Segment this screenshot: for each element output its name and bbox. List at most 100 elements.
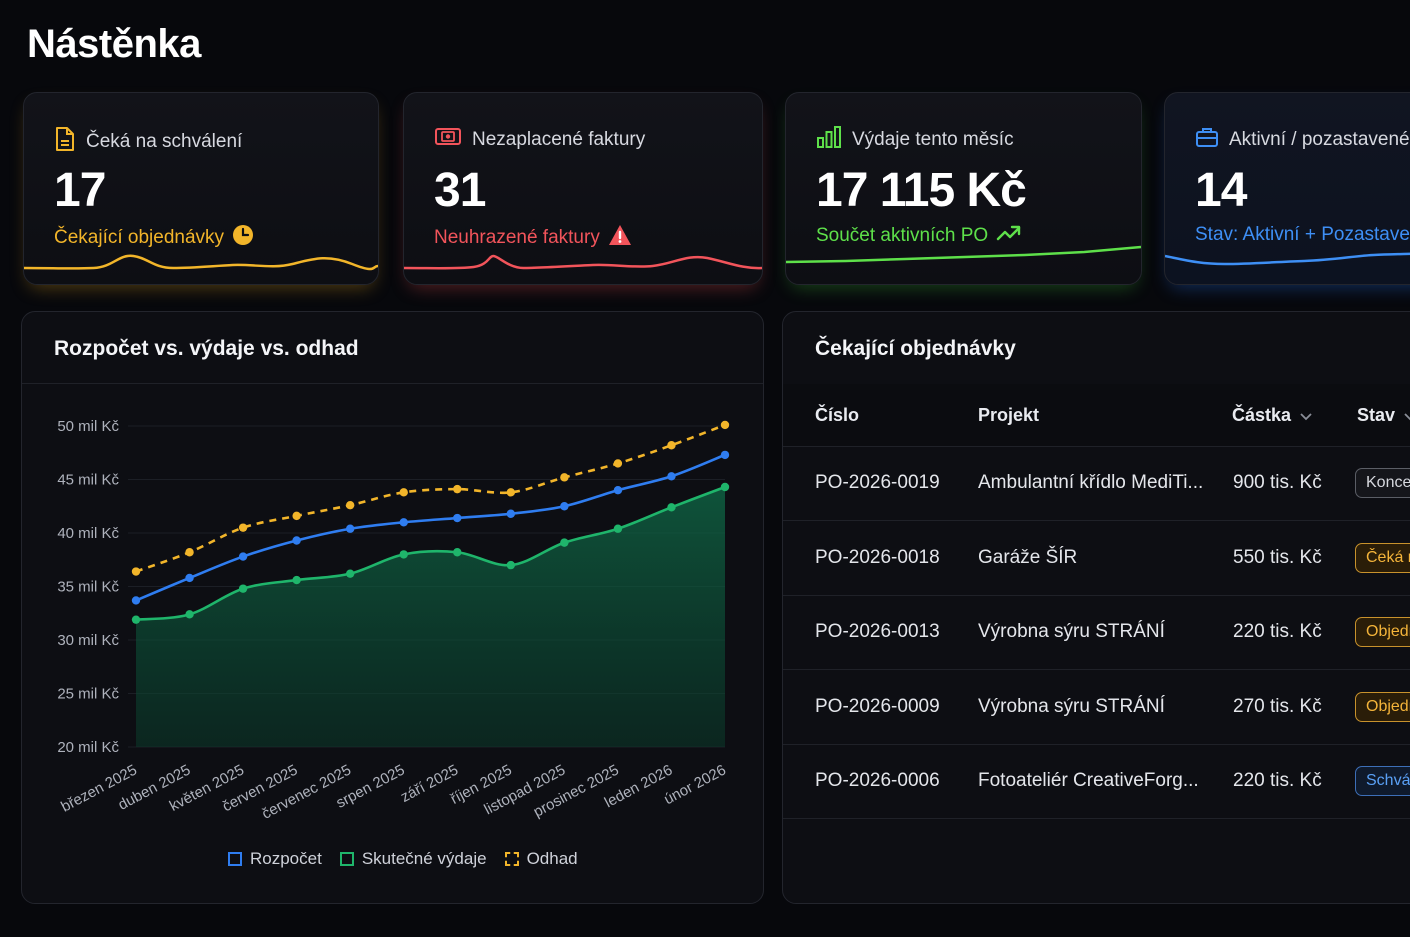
- data-point-actual: [399, 550, 408, 559]
- chevron-down-icon: [1299, 405, 1313, 426]
- data-point-actual: [560, 538, 569, 547]
- kpi-value: 17: [54, 164, 106, 217]
- data-point-budget: [238, 552, 248, 561]
- table-row[interactable]: PO-2026-0019 Ambulantní křídlo MediTi... 9…: [783, 446, 1410, 521]
- table-title: Čekající objednávky: [815, 337, 1016, 360]
- kpi-card-active-paused[interactable]: Aktivní / pozastavené 14 Stav: Aktivní +…: [1164, 92, 1410, 285]
- table-row[interactable]: PO-2026-0006 Fotoateliér CreativeForg... 2…: [783, 744, 1410, 819]
- table-header: Číslo Projekt Částka Stav: [783, 384, 1410, 447]
- kpi-subtitle: Čekající objednávky: [54, 227, 225, 248]
- legend-item-budget[interactable]: Rozpočet: [228, 849, 322, 869]
- kpi-value: 14: [1195, 164, 1247, 217]
- data-point-budget: [506, 509, 516, 518]
- order-number: PO-2026-0018: [815, 546, 940, 568]
- data-point-forecast: [345, 500, 355, 510]
- data-point-forecast: [131, 567, 141, 576]
- series-area-actual: [136, 486, 725, 747]
- series-line-budget: [135, 453, 726, 602]
- data-point-budget: [185, 573, 194, 583]
- project-name: Garáže ŠÍR: [978, 546, 1078, 568]
- briefcase-icon: [1195, 126, 1219, 154]
- y-tick-label: 25 mil Kč: [57, 686, 119, 703]
- data-point-forecast: [560, 473, 569, 482]
- document-icon: [54, 126, 76, 158]
- data-point-forecast: [667, 441, 676, 450]
- data-point-actual: [131, 615, 141, 624]
- status-badge: Objednáno: [1355, 617, 1410, 647]
- column-header-amount[interactable]: Částka: [1232, 405, 1313, 426]
- data-point-forecast: [506, 488, 516, 497]
- kpi-value: 31: [434, 164, 486, 217]
- kpi-card-monthly-spend[interactable]: Výdaje tento měsíc 17 115 Kč Součet akti…: [785, 92, 1142, 285]
- kpi-sparkline: [786, 245, 1141, 264]
- data-point-budget: [399, 518, 408, 527]
- chart-title: Rozpočet vs. výdaje vs. odhad: [54, 337, 359, 360]
- kpi-card-unpaid-invoices[interactable]: Nezaplacené faktury 31 Neuhrazené faktur…: [403, 92, 763, 285]
- order-amount: 270 tis. Kč: [1233, 695, 1322, 717]
- data-point-actual: [345, 569, 355, 578]
- budget-chart-panel: Rozpočet vs. výdaje vs. odhad 20 mil Kč 2…: [21, 311, 764, 904]
- data-point-forecast: [720, 420, 730, 430]
- kpi-sparkline: [1165, 252, 1410, 266]
- chart-legend: Rozpočet Skutečné výdaje Odhad: [228, 849, 578, 869]
- kpi-subtitle: Neuhrazené faktury: [434, 227, 600, 248]
- data-point-budget: [131, 596, 141, 605]
- chevron-down-icon: [1403, 405, 1410, 426]
- warning-triangle-icon: [608, 224, 632, 252]
- pending-orders-panel: Čekající objednávky Číslo Projekt Částka…: [782, 311, 1410, 904]
- data-point-actual: [506, 560, 516, 570]
- data-point-budget: [560, 502, 569, 511]
- kpi-label: Čeká na schválení: [86, 131, 243, 152]
- clock-icon: [232, 224, 254, 252]
- line-chart: 20 mil Kč 25 mil Kč 30 mil Kč 35 mil Kč 40 m…: [57, 418, 730, 823]
- data-point-actual: [185, 610, 194, 619]
- project-name: Výrobna sýru STRÁNÍ: [978, 621, 1165, 642]
- trend-up-icon: [996, 224, 1022, 248]
- y-tick-label: 45 mil Kč: [57, 472, 119, 489]
- y-tick-label: 30 mil Kč: [57, 632, 119, 649]
- order-number: PO-2026-0006: [815, 770, 940, 791]
- order-amount: 220 tis. Kč: [1233, 770, 1322, 791]
- column-header-project[interactable]: Projekt: [978, 405, 1040, 425]
- data-point-budget: [667, 472, 676, 481]
- order-number: PO-2026-0009: [815, 695, 940, 717]
- data-point-forecast: [399, 488, 408, 497]
- kpi-label: Aktivní / pozastavené: [1229, 129, 1410, 150]
- status-badge: Koncept: [1355, 468, 1410, 498]
- data-point-actual: [667, 503, 676, 512]
- project-name: Ambulantní křídlo MediTi...: [978, 472, 1204, 493]
- kpi-value: 17 115 Kč: [816, 164, 1027, 217]
- data-point-actual: [613, 524, 623, 533]
- order-number: PO-2026-0019: [815, 472, 940, 493]
- kpi-card-pending-approval[interactable]: Čeká na schválení 17 Čekající objednávky: [23, 92, 379, 285]
- data-point-budget: [345, 524, 355, 533]
- data-point-actual: [238, 584, 248, 593]
- banknote-icon: [434, 126, 462, 154]
- legend-item-actual[interactable]: Skutečné výdaje: [339, 849, 487, 869]
- data-point-budget: [720, 450, 730, 460]
- table-row[interactable]: PO-2026-0009 Výrobna sýru STRÁNÍ 270 tis. …: [783, 670, 1410, 745]
- data-point-forecast: [292, 511, 301, 521]
- status-badge: Čeká na schválení: [1355, 542, 1410, 573]
- data-point-actual: [292, 575, 301, 585]
- kpi-label: Nezaplacené faktury: [472, 129, 646, 150]
- data-point-budget: [453, 513, 462, 523]
- kpi-sparkline: [24, 254, 378, 271]
- column-header-number[interactable]: Číslo: [815, 405, 860, 425]
- order-number: PO-2026-0013: [815, 621, 940, 642]
- column-header-status[interactable]: Stav: [1357, 405, 1410, 426]
- table-row[interactable]: PO-2026-0018 Garáže ŠÍR 550 tis. Kč Čeká na…: [783, 521, 1410, 596]
- data-point-forecast: [613, 459, 623, 468]
- data-point-budget: [292, 536, 301, 545]
- page-title: Nástěnka: [27, 22, 201, 66]
- order-amount: 900 tis. Kč: [1233, 472, 1322, 493]
- data-point-actual: [720, 482, 730, 492]
- y-tick-label: 50 mil Kč: [57, 418, 119, 435]
- project-name: Výrobna sýru STRÁNÍ: [978, 695, 1165, 717]
- legend-item-forecast[interactable]: Odhad: [504, 849, 578, 869]
- data-point-forecast: [185, 548, 194, 557]
- kpi-label: Výdaje tento měsíc: [852, 129, 1014, 150]
- table-row[interactable]: PO-2026-0013 Výrobna sýru STRÁNÍ 220 tis. …: [783, 595, 1410, 670]
- order-amount: 550 tis. Kč: [1233, 546, 1322, 568]
- series-line-actual: [135, 485, 726, 621]
